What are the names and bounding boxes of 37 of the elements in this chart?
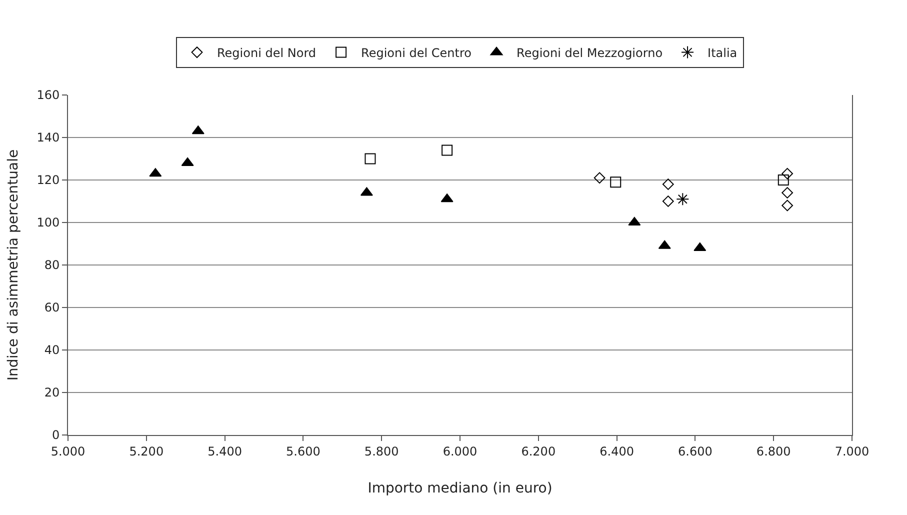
y-tick-label: 0 (52, 428, 60, 442)
x-tick-label: 7.000 (834, 444, 870, 458)
point (662, 178, 674, 190)
x-tick-label: 6.400 (600, 444, 634, 458)
point (364, 153, 376, 164)
x-tick-label: 5.200 (129, 444, 164, 458)
y-tick-label: 100 (36, 216, 60, 230)
point (676, 192, 690, 206)
y-tick-label: 20 (44, 386, 60, 400)
x-tick-label: 6.800 (756, 444, 791, 458)
legend-label: Italia (708, 46, 738, 60)
x-axis-title: Importo mediano (in euro) (368, 480, 552, 497)
x-tick-label: 6.000 (442, 444, 478, 458)
y-tick-label: 120 (36, 173, 60, 188)
point (594, 172, 606, 184)
point (782, 168, 794, 180)
legend-label: Regioni del Mezzogiorno (516, 46, 663, 60)
point (782, 200, 794, 212)
y-axis-title: Indice di asimmetria percentuale (5, 149, 22, 381)
legend-label: Regioni del Nord (217, 46, 316, 60)
x-tick-label: 5.600 (286, 444, 320, 458)
y-tick-label: 80 (44, 258, 60, 272)
y-tick-label: 40 (44, 343, 60, 358)
x-tick-label: 6.200 (521, 444, 556, 458)
point (778, 174, 789, 186)
x-tick-label: 6.600 (678, 444, 712, 458)
point (782, 187, 794, 198)
legend-label: Regioni del Centro (361, 46, 472, 60)
point (442, 144, 453, 156)
y-tick-label: 60 (44, 300, 60, 315)
point (662, 196, 674, 207)
y-tick-label: 140 (36, 130, 60, 145)
x-tick-label: 5.400 (208, 444, 242, 458)
y-tick-label: 160 (36, 88, 60, 102)
x-tick-label: 5.000 (50, 444, 86, 458)
x-tick-label: 5.800 (364, 444, 399, 458)
point (610, 176, 622, 188)
